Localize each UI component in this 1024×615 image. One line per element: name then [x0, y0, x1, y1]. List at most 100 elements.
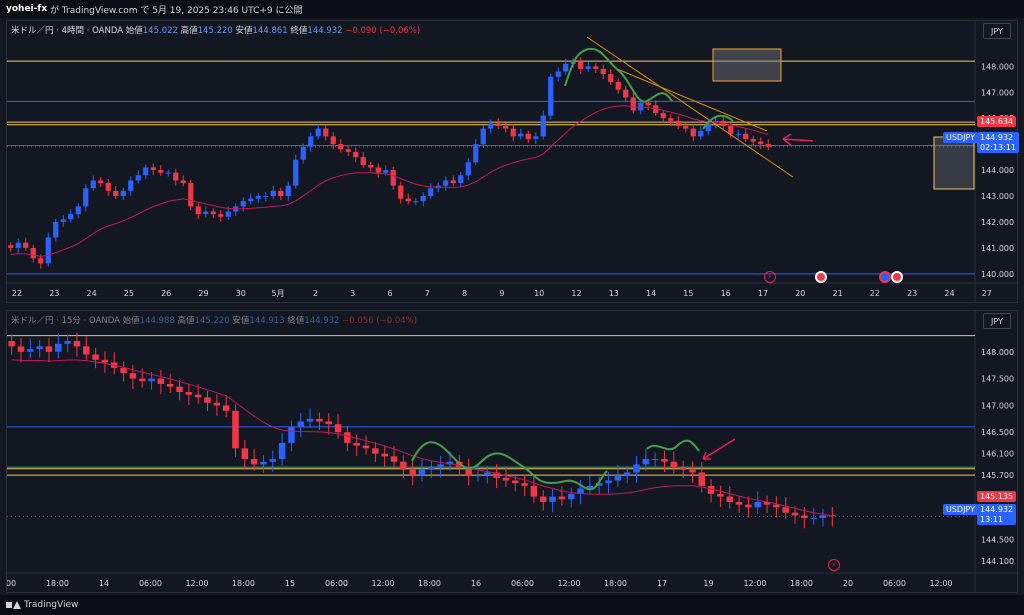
- candle: [344, 425, 351, 452]
- time-tick-label: 18:00: [232, 579, 255, 588]
- candle-body: [405, 198, 411, 202]
- candle: [270, 185, 276, 200]
- candle: [128, 176, 134, 196]
- candle: [791, 506, 799, 524]
- candle: [269, 450, 277, 473]
- candle-body: [689, 469, 696, 473]
- legend-close: 144.932: [307, 26, 343, 36]
- candle-body: [308, 136, 314, 147]
- chart-canvas-15m[interactable]: 148.000 147.500 147.000 146.500 146.100 145.7…: [7, 311, 1017, 592]
- candle-body: [260, 461, 267, 465]
- candle-body: [270, 190, 276, 197]
- candle-body: [758, 141, 764, 145]
- time-tick-label: 30: [236, 289, 246, 298]
- candle: [110, 352, 118, 375]
- time-tick-label: 12:00: [371, 579, 394, 588]
- legend-symbol: 米ドル／円 · 15分 · OANDA: [11, 316, 120, 326]
- candle: [260, 455, 267, 473]
- candle-body: [232, 410, 239, 449]
- candle: [539, 490, 547, 511]
- legend-close: 144.932: [304, 316, 340, 326]
- candle-body: [173, 172, 179, 181]
- candle: [323, 125, 329, 141]
- time-axis: 22 23 24 25 26 29 30 5月 2 3 6 7 8 9 10 12 13 14 15 16 17 20 21…: [12, 289, 992, 298]
- candle-body: [45, 237, 51, 264]
- candle-body: [630, 97, 636, 111]
- candle-body: [773, 504, 780, 508]
- candle: [743, 128, 749, 143]
- moving-average-line: [11, 359, 833, 517]
- candle-body: [400, 461, 407, 470]
- candle-body: [548, 76, 554, 116]
- candle-body: [204, 397, 211, 403]
- candle-body: [248, 198, 254, 202]
- candle-body: [73, 341, 81, 347]
- time-tick-label: 24: [87, 289, 97, 298]
- legend-high-label: 高値: [180, 26, 198, 36]
- candle-body: [241, 448, 249, 460]
- candle-body: [717, 493, 724, 497]
- candle-body: [615, 81, 621, 90]
- candle: [15, 238, 21, 253]
- candle-body: [409, 469, 416, 476]
- time-tick-label: 3: [350, 289, 355, 298]
- time-tick-label: 7: [425, 289, 430, 298]
- chart-canvas-4h[interactable]: 148.000147.000146.000145.000144.000143.0…: [7, 21, 1017, 302]
- candle-body: [586, 485, 594, 489]
- time-tick-label: 06:00: [511, 579, 534, 588]
- time-tick-label: 20: [795, 289, 805, 298]
- candle: [185, 383, 193, 405]
- candle: [614, 464, 622, 487]
- author-name[interactable]: yohei-fx: [6, 4, 48, 14]
- candle: [27, 338, 34, 359]
- candle: [83, 184, 89, 212]
- candle: [420, 191, 426, 207]
- candle: [90, 175, 96, 192]
- pattern-highlight-line: [646, 439, 700, 452]
- candle-body: [390, 170, 396, 186]
- candle: [210, 208, 216, 219]
- candle: [129, 364, 137, 389]
- candle-body: [180, 180, 186, 184]
- annotation-arrow: [702, 438, 736, 460]
- candle-body: [642, 459, 650, 465]
- chart-pane-15m[interactable]: 148.000 147.500 147.000 146.500 146.100 145.7…: [6, 310, 1018, 593]
- candle: [689, 461, 696, 483]
- candle: [353, 147, 359, 163]
- candle-body: [8, 245, 14, 248]
- flag-us-icon[interactable]: [879, 271, 891, 283]
- candle: [707, 479, 715, 503]
- candle: [608, 69, 614, 86]
- time-tick-label: 5月: [272, 289, 285, 298]
- flag-jp-icon[interactable]: [815, 271, 827, 283]
- candle-body: [135, 175, 141, 181]
- currency-button[interactable]: JPY: [983, 313, 1011, 329]
- candle-body: [75, 206, 81, 215]
- candle: [120, 187, 126, 201]
- candle: [166, 373, 174, 394]
- candle-body: [372, 448, 379, 454]
- candle: [390, 446, 398, 469]
- candle: [316, 412, 323, 430]
- candle-body: [530, 485, 538, 497]
- currency-button[interactable]: JPY: [983, 23, 1011, 39]
- candle-body: [443, 180, 449, 186]
- candle-body: [484, 472, 491, 476]
- candle-body: [735, 133, 741, 135]
- flag-jp-icon[interactable]: [891, 271, 903, 283]
- candle: [285, 181, 291, 201]
- time-tick-label: 9: [499, 289, 504, 298]
- candle: [595, 476, 603, 495]
- candle: [113, 185, 119, 200]
- candle-body: [437, 464, 444, 468]
- chart-pane-4h[interactable]: 148.000147.000146.000145.000144.000143.0…: [6, 20, 1019, 303]
- candles: [8, 57, 771, 269]
- candle: [726, 486, 734, 509]
- candle-body: [518, 133, 524, 137]
- target-zone-box: [712, 48, 782, 82]
- lightning-icon[interactable]: ⚡: [828, 559, 840, 571]
- lightning-icon[interactable]: ⚡: [764, 271, 776, 283]
- candle: [548, 73, 554, 120]
- candle-body: [203, 211, 209, 215]
- pattern-highlight-line: [411, 441, 608, 491]
